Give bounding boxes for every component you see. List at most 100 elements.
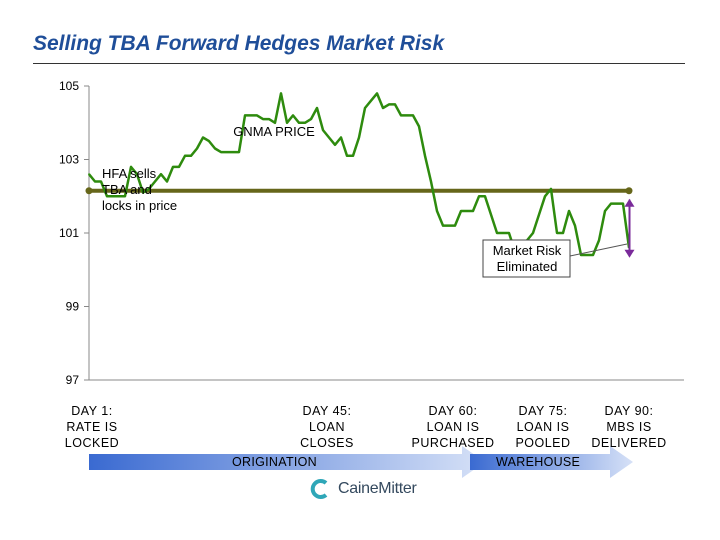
- data-point: [430, 180, 432, 183]
- data-point: [346, 154, 348, 157]
- data-point: [538, 213, 540, 216]
- data-point: [496, 232, 498, 234]
- data-point: [580, 254, 582, 256]
- data-point: [598, 239, 600, 242]
- callout-box: [482, 239, 571, 278]
- data-point: [340, 136, 342, 139]
- data-point: [544, 195, 546, 198]
- data-point: [304, 121, 306, 124]
- data-point: [220, 151, 222, 154]
- data-point: [244, 114, 246, 117]
- data-point: [562, 232, 564, 234]
- data-point: [322, 129, 324, 132]
- data-point: [334, 143, 336, 146]
- data-point: [112, 195, 114, 198]
- data-point: [502, 232, 504, 234]
- data-point: [250, 114, 252, 117]
- data-point: [274, 121, 276, 124]
- data-point: [256, 114, 258, 117]
- data-point: [136, 173, 138, 176]
- timeline-arrows: [89, 446, 633, 478]
- data-point: [466, 210, 468, 212]
- data-point: [550, 188, 552, 190]
- data-point: [448, 224, 450, 227]
- data-point: [88, 173, 90, 176]
- locked-price-line: [85, 187, 633, 195]
- lock-end-marker: [625, 187, 633, 195]
- logo-icon: [310, 479, 328, 499]
- data-point: [556, 232, 558, 234]
- y-tick-label: 101: [59, 226, 79, 240]
- data-point: [292, 114, 294, 117]
- data-point: [142, 191, 144, 194]
- data-point: [478, 195, 480, 198]
- data-point: [298, 121, 300, 124]
- origination-arrow: [89, 446, 485, 478]
- y-tick-label: 105: [59, 79, 79, 93]
- annotation-hfa-sells: HFA sells TBA and locks in price: [102, 166, 177, 213]
- data-point: [286, 121, 288, 124]
- data-point: [490, 213, 492, 216]
- data-point: [202, 136, 204, 139]
- data-point: [118, 195, 120, 198]
- phase-label: WAREHOUSE: [496, 455, 581, 469]
- market-risk-bracket: [624, 198, 635, 258]
- data-point: [316, 107, 318, 109]
- data-point: [148, 188, 150, 190]
- callout-leader: [569, 243, 628, 257]
- data-point: [610, 202, 612, 205]
- y-tick-label: 99: [66, 300, 80, 314]
- data-point: [178, 165, 180, 168]
- data-point: [436, 210, 438, 212]
- y-tick-label: 97: [66, 373, 80, 387]
- data-point: [508, 232, 510, 234]
- data-point: [160, 173, 162, 176]
- data-point: [418, 125, 420, 128]
- data-point: [238, 151, 240, 154]
- data-point: [280, 92, 282, 95]
- milestone-label: DAY 60: LOAN IS PURCHASED: [411, 404, 495, 450]
- data-point: [604, 210, 606, 212]
- data-point: [208, 140, 210, 143]
- data-point: [184, 154, 186, 157]
- data-point: [214, 147, 216, 150]
- data-point: [310, 118, 312, 120]
- milestone-label: DAY 75: LOAN IS POOLED: [515, 404, 571, 450]
- data-point: [370, 99, 372, 102]
- data-point: [568, 210, 570, 212]
- data-point: [424, 154, 426, 157]
- milestone-label: DAY 45: LOAN CLOSES: [300, 404, 354, 450]
- data-point: [262, 118, 264, 120]
- data-point: [574, 224, 576, 227]
- y-tick-labels: 105 103 101 99 97: [59, 79, 89, 387]
- phase-label: ORIGINATION: [232, 455, 318, 469]
- price-series: [88, 92, 631, 257]
- milestone-label: DAY 1: RATE IS LOCKED: [64, 404, 120, 450]
- data-point: [616, 202, 618, 205]
- data-point: [106, 195, 108, 198]
- data-point: [358, 136, 360, 139]
- data-point: [460, 210, 462, 212]
- data-point: [190, 154, 192, 157]
- data-point: [232, 151, 234, 154]
- data-point: [592, 254, 594, 256]
- company-logo: CaineMitter: [310, 478, 417, 500]
- data-point: [100, 180, 102, 183]
- data-point: [268, 118, 270, 120]
- data-point: [130, 165, 132, 168]
- data-point: [400, 114, 402, 117]
- annotation-gnma-price: GNMA PRICE: [233, 124, 315, 139]
- data-point: [406, 114, 408, 117]
- risk-arrow-head-top: [624, 198, 635, 207]
- data-point: [622, 202, 624, 205]
- data-point: [394, 103, 396, 106]
- lock-start-marker: [85, 187, 93, 195]
- chart-axes: [88, 86, 684, 381]
- data-point: [172, 165, 174, 168]
- warehouse-arrow: [470, 446, 633, 478]
- data-point: [166, 180, 168, 183]
- risk-arrow-head-bottom: [624, 249, 635, 258]
- y-tick-label: 103: [59, 153, 79, 167]
- logo-text: CaineMitter: [338, 480, 417, 497]
